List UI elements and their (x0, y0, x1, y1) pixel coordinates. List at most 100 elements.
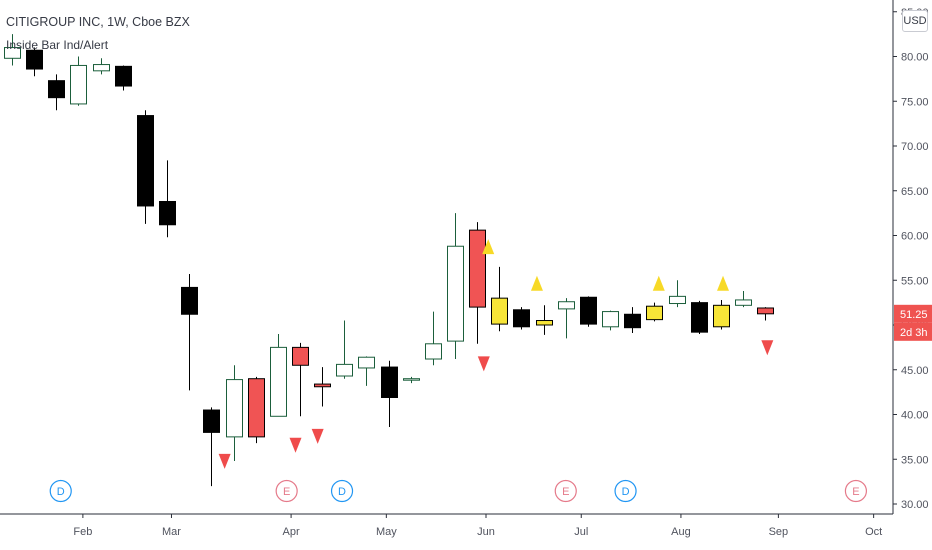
earnings-marker: E (844, 479, 868, 503)
time-tick-label: May (376, 526, 397, 538)
candle-body (469, 229, 486, 308)
candle (580, 296, 597, 327)
candle-body (137, 115, 154, 207)
candle-body (403, 378, 420, 381)
candle-body (93, 64, 110, 72)
price-tick-label: 65.00 (901, 186, 929, 198)
candle (513, 307, 530, 330)
event-marker-letter: E (283, 486, 290, 498)
candle-body (226, 379, 243, 438)
time-tick-label: Aug (671, 526, 691, 538)
event-marker-circle (49, 479, 72, 503)
candle-body (336, 363, 353, 377)
candle (26, 47, 43, 77)
currency-button[interactable]: USD (902, 10, 928, 32)
candle (602, 310, 619, 331)
event-marker-circle (275, 479, 298, 503)
candle-body (4, 47, 21, 59)
signal-arrow-up (652, 275, 665, 291)
candle (646, 302, 663, 322)
earnings-marker: E (554, 479, 577, 503)
event-marker-circle (844, 479, 868, 503)
candle-body (536, 320, 553, 326)
dividend-marker: D (614, 479, 637, 503)
candle (292, 342, 309, 417)
time-tick-label: Jun (477, 526, 495, 538)
price-tick-label: 40.00 (901, 410, 929, 422)
candle-body (314, 383, 331, 388)
candle-body (447, 245, 464, 342)
candle-body (513, 309, 530, 328)
axes-layer (0, 0, 894, 515)
time-tick-label: Feb (73, 526, 92, 538)
event-marker-letter: E (562, 486, 569, 498)
candle (536, 305, 553, 335)
dividend-marker: D (330, 479, 354, 503)
candle (691, 300, 708, 334)
candle-body (624, 313, 641, 329)
candle-body (203, 409, 220, 433)
price-tick-label: 80.00 (901, 52, 929, 64)
price-axis[interactable]: 30.0035.0040.0045.0050.0055.0060.0065.00… (893, 7, 929, 511)
signal-arrow-down (218, 453, 231, 469)
time-tick-label: Mar (162, 526, 181, 538)
signal-arrow-down (289, 437, 302, 453)
dividend-marker: D (49, 479, 72, 503)
candle (491, 266, 508, 332)
candle-body (735, 299, 752, 306)
price-tick-label: 60.00 (901, 231, 929, 243)
candle-body (558, 301, 575, 310)
indicator-legend[interactable]: Inside Bar Ind/Alert (6, 38, 109, 52)
candle (624, 307, 641, 334)
candle (713, 299, 730, 330)
candle (469, 222, 486, 344)
candle-body (713, 304, 730, 328)
candle (159, 160, 176, 238)
candle-body (181, 286, 198, 315)
time-tick-label: Jul (574, 526, 588, 538)
candle-body (70, 64, 87, 105)
candle-body (26, 49, 43, 70)
candle (70, 56, 87, 106)
signal-arrow-up (530, 275, 543, 291)
symbol-legend[interactable]: CITIGROUP INC, 1W, Cboe BZX (6, 15, 190, 29)
signal-arrow-up (717, 275, 730, 291)
candle-body (691, 302, 708, 333)
candle (137, 110, 154, 224)
price-tick-label: 55.00 (901, 275, 929, 287)
price-tick-label: 45.00 (901, 365, 929, 377)
candle (669, 280, 686, 308)
event-marker-letter: D (57, 486, 65, 498)
time-tick-label: Apr (283, 526, 300, 538)
last-price-label: 51.25 (900, 309, 928, 321)
candle-body (292, 346, 309, 366)
time-tick-label: Oct (865, 526, 882, 538)
event-marker-letter: D (622, 486, 630, 498)
candle-body (48, 80, 65, 99)
signal-arrows-layer (218, 239, 774, 469)
signal-arrow-up (482, 239, 495, 255)
candle-body (159, 200, 176, 226)
time-axis[interactable]: Feb Mar Apr May Jun Jul Aug Sep Oct (73, 514, 882, 538)
price-tick-label: 30.00 (901, 499, 929, 511)
event-marker-circle (330, 479, 354, 503)
last-price-tag: 51.25 2d 3h (894, 304, 932, 341)
candle (336, 320, 353, 379)
signal-arrow-down (477, 356, 490, 372)
candle (203, 407, 220, 487)
countdown-tag-bg (894, 322, 932, 341)
candle-body (425, 343, 442, 360)
candle-body (602, 311, 619, 328)
candle (226, 365, 243, 462)
last-price-tag-bg (894, 304, 932, 323)
candle-body (270, 346, 287, 417)
candle (381, 360, 398, 428)
candle-body (381, 366, 398, 398)
candle-body (358, 356, 375, 369)
candle-body (115, 65, 132, 87)
price-tick-label: 35.00 (901, 454, 929, 466)
event-marker-circle (554, 479, 577, 503)
candle (93, 58, 110, 75)
